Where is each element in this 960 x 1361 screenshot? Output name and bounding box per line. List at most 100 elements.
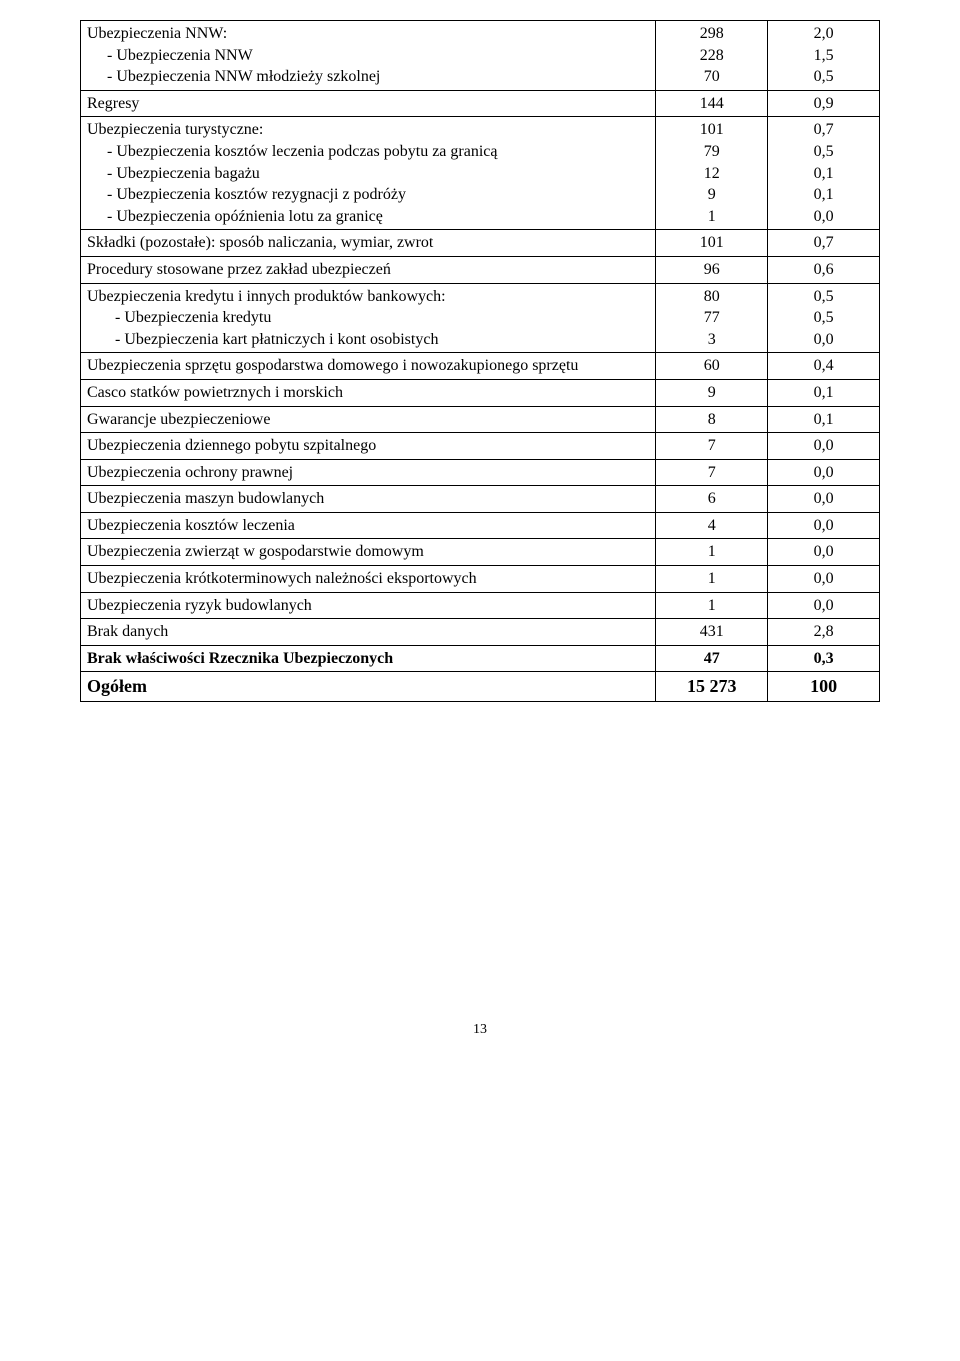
cell-num1: 96 bbox=[656, 256, 768, 283]
table-row: Ubezpieczenia kredytu i innych produktów… bbox=[81, 283, 880, 353]
table-row: Ubezpieczenia maszyn budowlanych 6 0,0 bbox=[81, 486, 880, 513]
cell-num2: 0,3 bbox=[768, 645, 880, 672]
cell-num2: 100 bbox=[768, 672, 880, 701]
cell-num2: 2,8 bbox=[768, 619, 880, 646]
table-row: Ubezpieczenia dziennego pobytu szpitalne… bbox=[81, 433, 880, 460]
value: 0,7 bbox=[814, 121, 834, 138]
cell-num1: 144 bbox=[656, 90, 768, 117]
value: 1,5 bbox=[814, 47, 834, 64]
value: 0,1 bbox=[814, 165, 834, 182]
cell-num2: 0,5 0,5 0,0 bbox=[768, 283, 880, 353]
table-row-bold: Brak właściwości Rzecznika Ubezpieczonyc… bbox=[81, 645, 880, 672]
label-main: Ubezpieczenia turystyczne: bbox=[87, 121, 263, 138]
cell-num1: 47 bbox=[656, 645, 768, 672]
cell-num1: 7 bbox=[656, 459, 768, 486]
label-sub: - Ubezpieczenia bagażu bbox=[87, 163, 649, 185]
cell-num1: 60 bbox=[656, 353, 768, 380]
label-sub: - Ubezpieczenia NNW bbox=[87, 45, 649, 67]
cell-label: Brak właściwości Rzecznika Ubezpieczonyc… bbox=[81, 645, 656, 672]
value: 0,1 bbox=[814, 186, 834, 203]
cell-num2: 0,0 bbox=[768, 486, 880, 513]
page-footer: 13 bbox=[80, 1022, 880, 1038]
value: 0,0 bbox=[814, 331, 834, 348]
value: 9 bbox=[708, 186, 716, 203]
cell-num1: 298 228 70 bbox=[656, 21, 768, 91]
label-sub: - Ubezpieczenia kredytu bbox=[87, 307, 649, 329]
value: 12 bbox=[704, 165, 720, 182]
cell-num2: 0,0 bbox=[768, 459, 880, 486]
value: 70 bbox=[704, 68, 720, 85]
cell-num1: 7 bbox=[656, 433, 768, 460]
cell-num1: 9 bbox=[656, 379, 768, 406]
cell-num2: 0,0 bbox=[768, 566, 880, 593]
table-row: Składki (pozostałe): sposób naliczania, … bbox=[81, 230, 880, 257]
value: 80 bbox=[704, 288, 720, 305]
value: 0,5 bbox=[814, 68, 834, 85]
table-row: Regresy 144 0,9 bbox=[81, 90, 880, 117]
cell-num1: 8 bbox=[656, 406, 768, 433]
cell-num2: 0,7 0,5 0,1 0,1 0,0 bbox=[768, 117, 880, 230]
table-row: Ubezpieczenia ryzyk budowlanych 1 0,0 bbox=[81, 592, 880, 619]
table-row-total: Ogółem 15 273 100 bbox=[81, 672, 880, 701]
cell-num1: 15 273 bbox=[656, 672, 768, 701]
label-sub: - Ubezpieczenia kosztów leczenia podczas… bbox=[87, 141, 649, 163]
cell-num1: 101 bbox=[656, 230, 768, 257]
cell-label: Ubezpieczenia kredytu i innych produktów… bbox=[81, 283, 656, 353]
cell-label: Brak danych bbox=[81, 619, 656, 646]
value: 1 bbox=[708, 208, 716, 225]
table-row: Ubezpieczenia zwierząt w gospodarstwie d… bbox=[81, 539, 880, 566]
cell-label: Ubezpieczenia ochrony prawnej bbox=[81, 459, 656, 486]
cell-label: Casco statków powietrznych i morskich bbox=[81, 379, 656, 406]
cell-num1: 6 bbox=[656, 486, 768, 513]
table-row: Gwarancje ubezpieczeniowe 8 0,1 bbox=[81, 406, 880, 433]
cell-num2: 0,9 bbox=[768, 90, 880, 117]
table-row: Casco statków powietrznych i morskich 9 … bbox=[81, 379, 880, 406]
value: 79 bbox=[704, 143, 720, 160]
cell-num2: 0,4 bbox=[768, 353, 880, 380]
cell-num2: 0,0 bbox=[768, 433, 880, 460]
value: 101 bbox=[700, 121, 724, 138]
cell-num2: 0,0 bbox=[768, 512, 880, 539]
table-row: Ubezpieczenia krótkoterminowych należnoś… bbox=[81, 566, 880, 593]
table-row: Ubezpieczenia ochrony prawnej 7 0,0 bbox=[81, 459, 880, 486]
label-sub: - Ubezpieczenia opóźnienia lotu za grani… bbox=[87, 206, 649, 228]
label-sub: - Ubezpieczenia kosztów rezygnacji z pod… bbox=[87, 184, 649, 206]
page-number: 13 bbox=[473, 1022, 487, 1037]
cell-num2: 0,1 bbox=[768, 406, 880, 433]
value: 228 bbox=[700, 47, 724, 64]
table-row: Ubezpieczenia NNW: - Ubezpieczenia NNW -… bbox=[81, 21, 880, 91]
value: 77 bbox=[704, 309, 720, 326]
cell-label: Składki (pozostałe): sposób naliczania, … bbox=[81, 230, 656, 257]
cell-label: Ubezpieczenia kosztów leczenia bbox=[81, 512, 656, 539]
label-main: Ubezpieczenia NNW: bbox=[87, 25, 227, 42]
cell-num1: 80 77 3 bbox=[656, 283, 768, 353]
table-row: Brak danych 431 2,8 bbox=[81, 619, 880, 646]
cell-label: Procedury stosowane przez zakład ubezpie… bbox=[81, 256, 656, 283]
cell-num2: 0,7 bbox=[768, 230, 880, 257]
cell-label: Ubezpieczenia NNW: - Ubezpieczenia NNW -… bbox=[81, 21, 656, 91]
cell-label: Ubezpieczenia maszyn budowlanych bbox=[81, 486, 656, 513]
cell-num2: 0,0 bbox=[768, 592, 880, 619]
cell-num1: 1 bbox=[656, 566, 768, 593]
cell-num2: 0,6 bbox=[768, 256, 880, 283]
cell-num1: 101 79 12 9 1 bbox=[656, 117, 768, 230]
cell-label: Gwarancje ubezpieczeniowe bbox=[81, 406, 656, 433]
cell-label: Ubezpieczenia krótkoterminowych należnoś… bbox=[81, 566, 656, 593]
data-table: Ubezpieczenia NNW: - Ubezpieczenia NNW -… bbox=[80, 20, 880, 702]
cell-label: Ubezpieczenia dziennego pobytu szpitalne… bbox=[81, 433, 656, 460]
table-row: Ubezpieczenia sprzętu gospodarstwa domow… bbox=[81, 353, 880, 380]
value: 0,5 bbox=[814, 288, 834, 305]
label-sub: - Ubezpieczenia kart płatniczych i kont … bbox=[87, 329, 649, 351]
value: 0,5 bbox=[814, 309, 834, 326]
cell-label: Ubezpieczenia ryzyk budowlanych bbox=[81, 592, 656, 619]
cell-num2: 0,0 bbox=[768, 539, 880, 566]
cell-num1: 1 bbox=[656, 592, 768, 619]
value: 2,0 bbox=[814, 25, 834, 42]
value: 3 bbox=[708, 331, 716, 348]
cell-label: Ogółem bbox=[81, 672, 656, 701]
table-row: Ubezpieczenia turystyczne: - Ubezpieczen… bbox=[81, 117, 880, 230]
cell-num1: 431 bbox=[656, 619, 768, 646]
cell-num1: 1 bbox=[656, 539, 768, 566]
value: 0,0 bbox=[814, 208, 834, 225]
label-sub: - Ubezpieczenia NNW młodzieży szkolnej bbox=[87, 66, 649, 88]
